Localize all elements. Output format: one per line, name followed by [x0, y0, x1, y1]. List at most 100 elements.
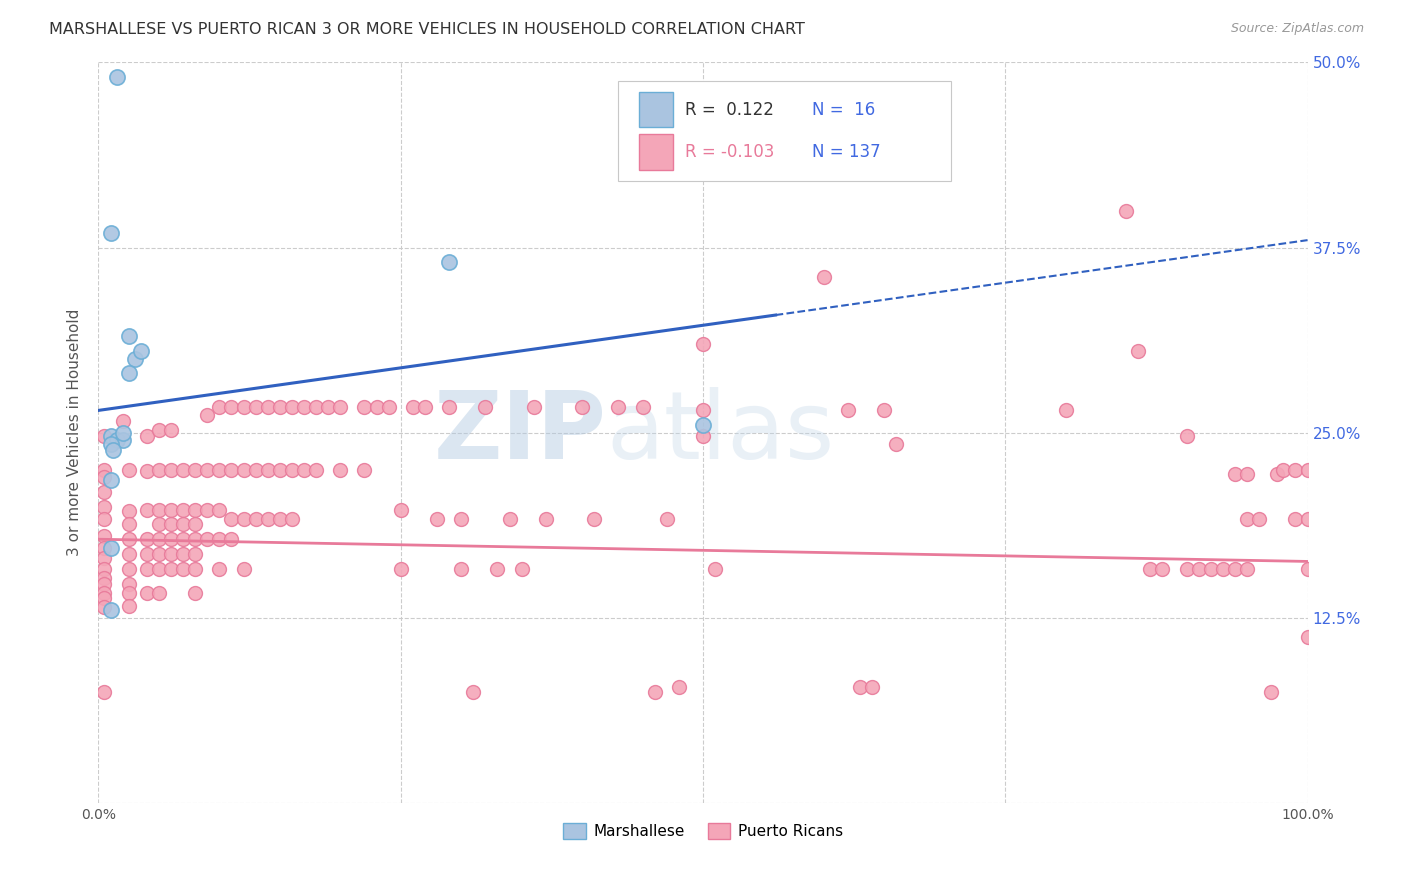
Point: [366, 401, 388, 415]
Point: [184, 533, 207, 547]
Point: [111, 414, 134, 428]
Point: [692, 428, 714, 442]
Point: [208, 502, 231, 516]
Point: [101, 443, 124, 458]
Point: [160, 562, 183, 576]
Point: [111, 425, 134, 440]
Point: [135, 585, 157, 599]
Point: [93, 576, 115, 591]
Point: [93, 600, 115, 615]
Point: [292, 462, 315, 476]
Point: [849, 681, 872, 695]
Point: [148, 423, 170, 437]
Point: [208, 462, 231, 476]
Text: R = -0.103: R = -0.103: [685, 144, 775, 161]
Point: [281, 511, 304, 525]
Point: [486, 562, 509, 576]
Point: [1267, 467, 1289, 481]
Text: N = 137: N = 137: [811, 144, 880, 161]
Point: [498, 511, 520, 525]
Point: [195, 502, 218, 516]
Point: [583, 511, 606, 525]
Point: [172, 502, 194, 516]
Point: [450, 511, 472, 525]
Point: [232, 401, 254, 415]
Point: [837, 403, 859, 417]
Point: [1236, 511, 1258, 525]
Point: [135, 533, 157, 547]
Point: [389, 502, 412, 516]
Point: [160, 423, 183, 437]
Point: [160, 462, 183, 476]
Point: [1128, 344, 1150, 359]
Point: [510, 562, 533, 576]
Point: [329, 462, 352, 476]
Point: [463, 685, 485, 699]
Point: [195, 462, 218, 476]
Point: [118, 462, 141, 476]
Point: [118, 585, 141, 599]
Point: [353, 401, 375, 415]
Point: [93, 585, 115, 599]
Point: [118, 562, 141, 576]
Point: [1188, 562, 1211, 576]
Point: [172, 533, 194, 547]
Point: [93, 571, 115, 585]
Point: [389, 562, 412, 576]
Point: [1139, 562, 1161, 576]
Point: [1223, 467, 1246, 481]
Point: [221, 511, 243, 525]
Point: [93, 562, 115, 576]
Point: [692, 403, 714, 417]
Point: [172, 562, 194, 576]
Point: [184, 562, 207, 576]
Point: [1236, 467, 1258, 481]
Text: ZIP: ZIP: [433, 386, 606, 479]
Point: [886, 437, 908, 451]
Point: [232, 462, 254, 476]
Point: [118, 576, 141, 591]
Point: [474, 401, 496, 415]
Point: [208, 533, 231, 547]
Point: [148, 462, 170, 476]
Point: [1212, 562, 1234, 576]
Point: [1223, 562, 1246, 576]
Point: [692, 418, 714, 433]
Point: [148, 517, 170, 532]
Point: [269, 462, 291, 476]
Point: [232, 562, 254, 576]
Point: [118, 547, 141, 561]
Point: [281, 401, 304, 415]
Point: [316, 401, 339, 415]
Point: [118, 517, 141, 532]
Point: [292, 401, 315, 415]
Point: [655, 511, 678, 525]
Point: [135, 428, 157, 442]
Point: [100, 226, 122, 240]
Text: R =  0.122: R = 0.122: [685, 101, 773, 119]
Point: [1175, 428, 1198, 442]
Point: [1054, 403, 1077, 417]
Point: [256, 511, 278, 525]
Point: [1260, 685, 1282, 699]
Point: [607, 401, 630, 415]
Point: [118, 329, 141, 343]
Point: [245, 462, 267, 476]
Text: MARSHALLESE VS PUERTO RICAN 3 OR MORE VEHICLES IN HOUSEHOLD CORRELATION CHART: MARSHALLESE VS PUERTO RICAN 3 OR MORE VE…: [49, 22, 806, 37]
Point: [256, 462, 278, 476]
Point: [1175, 562, 1198, 576]
Point: [305, 401, 328, 415]
Point: [172, 547, 194, 561]
Point: [160, 547, 183, 561]
Point: [269, 401, 291, 415]
FancyBboxPatch shape: [638, 92, 673, 128]
Point: [523, 401, 546, 415]
Point: [124, 351, 146, 366]
Point: [668, 681, 690, 695]
Point: [172, 517, 194, 532]
Point: [1296, 630, 1319, 644]
Point: [1249, 511, 1271, 525]
Point: [1115, 203, 1137, 218]
Point: [195, 408, 218, 422]
Point: [118, 504, 141, 518]
